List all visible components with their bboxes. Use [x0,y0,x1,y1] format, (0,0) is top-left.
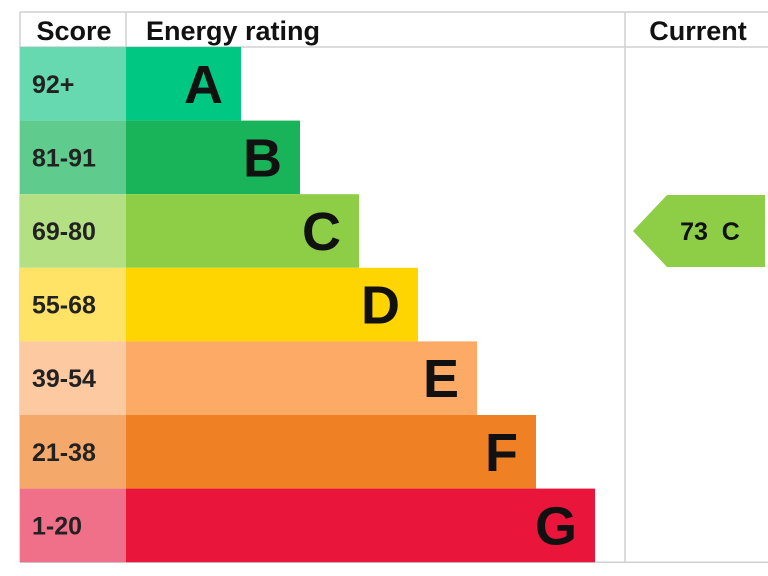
score-column: 92+ 81-91 69-80 55-68 39-54 21-38 1-20 [20,47,126,563]
band-letter-b: B [243,128,282,188]
score-cell-d [20,267,126,342]
bar-a [126,47,241,121]
bar-f [126,415,536,489]
score-header: Score [36,16,111,46]
band-letter-g: G [535,496,577,556]
band-letter-f: F [485,423,518,483]
score-cell-e [20,341,126,415]
bar-g [126,488,595,563]
band-letter-c: C [302,202,341,262]
band-letter-a: A [184,55,223,115]
score-cell-f [20,415,126,489]
score-cell-a [20,47,126,121]
score-cell-b [20,120,126,195]
bar-b [126,120,300,195]
bar-c [126,194,359,268]
score-range-g: 1-20 [32,512,82,540]
energy-rating-header: Energy rating [146,16,320,46]
score-range-c: 69-80 [32,218,96,246]
score-cell-c [20,194,126,268]
score-range-e: 39-54 [32,365,96,393]
current-column: 73 C [633,195,765,267]
bar-e [126,341,477,415]
band-letter-e: E [423,349,459,409]
score-range-d: 55-68 [32,292,96,320]
bar-d [126,267,418,342]
score-cell-g [20,488,126,563]
band-letter-d: D [361,276,400,336]
score-range-f: 21-38 [32,439,96,467]
current-rating-label: 73 C [680,218,740,246]
score-range-a: 92+ [32,71,74,99]
current-header: Current [649,16,747,46]
score-range-b: 81-91 [32,144,96,172]
current-rating-arrow [633,195,765,267]
